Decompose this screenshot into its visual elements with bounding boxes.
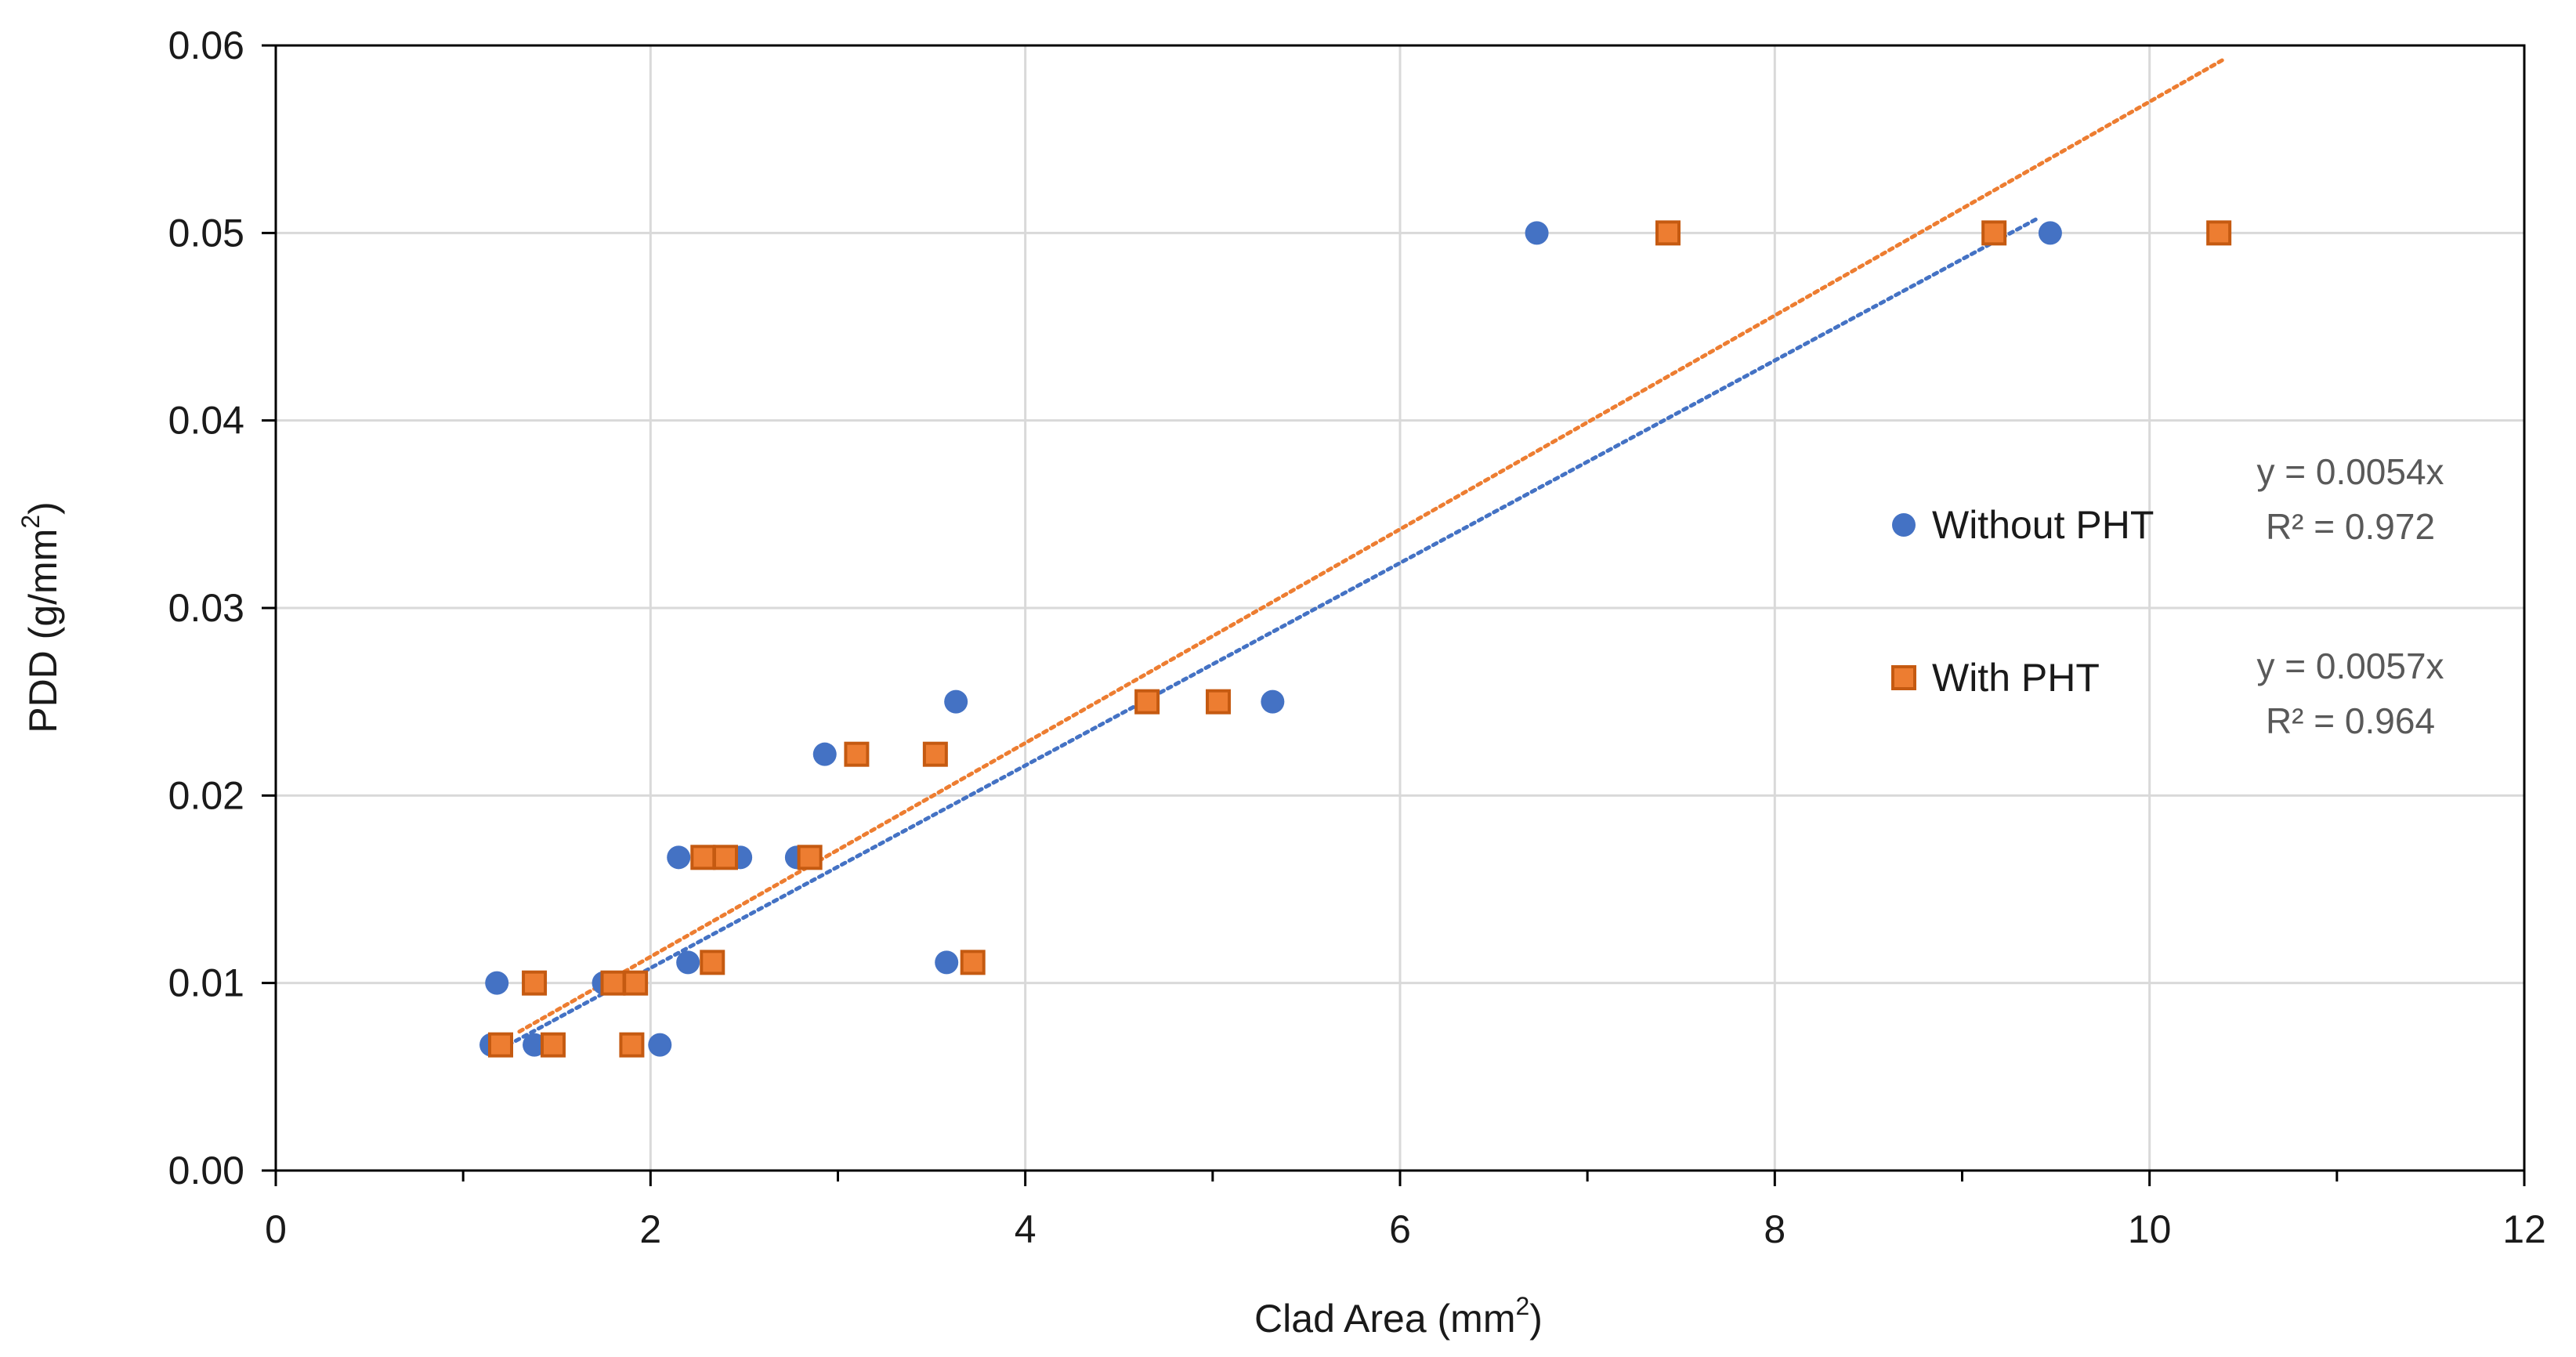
data-point-with-pht <box>690 845 716 870</box>
data-point-with-pht <box>922 741 948 767</box>
y-tick-label: 0.04 <box>168 399 244 443</box>
x-axis-title-suffix: ) <box>1529 1297 1543 1341</box>
data-point-with-pht <box>713 845 738 870</box>
legend-marker-without-pht <box>1892 513 1916 537</box>
x-tick-label: 2 <box>639 1207 661 1251</box>
data-point-with-pht <box>540 1032 566 1058</box>
trendline-r2-with-pht: R² = 0.964 <box>2266 700 2435 741</box>
data-point-with-pht <box>623 970 649 996</box>
trendline-without-pht <box>498 216 2039 1051</box>
data-point-with-pht <box>1134 689 1160 715</box>
trendlines <box>498 56 2227 1051</box>
x-tick-label: 6 <box>1389 1207 1411 1251</box>
y-axis-title-main: PDD (g/mm <box>21 529 65 733</box>
y-tick-label: 0.06 <box>168 24 244 67</box>
legend-label-with-pht: With PHT <box>1932 656 2100 700</box>
y-tick-label: 0.00 <box>168 1149 244 1192</box>
data-point-with-pht <box>700 950 725 975</box>
trendline-equation-with-pht: y = 0.0057x <box>2256 646 2444 686</box>
data-point-without-pht <box>523 1033 547 1057</box>
x-axis-title: Clad Area (mm2) <box>1254 1292 1543 1341</box>
x-tick-label: 4 <box>1015 1207 1037 1251</box>
data-points <box>479 220 2232 1058</box>
y-axis-title-suffix: ) <box>21 501 65 515</box>
x-axis-title-main: Clad Area (mm <box>1254 1297 1515 1341</box>
y-tick-label: 0.01 <box>168 961 244 1005</box>
trendline-equations: y = 0.0054x R² = 0.972 y = 0.0057x R² = 0.9… <box>2256 451 2444 741</box>
y-tick-label: 0.03 <box>168 586 244 630</box>
data-point-with-pht <box>1655 220 1681 246</box>
y-tick-label: 0.02 <box>168 773 244 817</box>
legend: Without PHT With PHT <box>1891 503 2154 700</box>
data-point-without-pht <box>1525 221 1549 245</box>
data-point-without-pht <box>935 950 959 975</box>
data-point-with-pht <box>1206 689 1232 715</box>
x-tick-label: 12 <box>2502 1207 2546 1251</box>
data-point-with-pht <box>1981 220 2007 246</box>
x-tick-label: 8 <box>1764 1207 1785 1251</box>
y-axis-title-superscript: 2 <box>16 515 45 529</box>
y-tick-label: 0.05 <box>168 211 244 255</box>
data-point-without-pht <box>676 950 700 975</box>
data-point-with-pht <box>844 741 870 767</box>
data-point-without-pht <box>944 689 968 714</box>
x-tick-label: 0 <box>265 1207 287 1251</box>
x-axis-title-superscript: 2 <box>1515 1292 1529 1320</box>
data-point-with-pht <box>522 970 548 996</box>
data-point-with-pht <box>960 950 986 975</box>
data-point-without-pht <box>485 971 509 995</box>
axes: 0 2 4 6 8 10 12 0.00 0.01 0.02 0.03 0.04 0.05 0.06 <box>168 24 2546 1251</box>
data-point-with-pht <box>619 1032 645 1058</box>
data-point-with-pht <box>600 970 626 996</box>
trendline-r2-without-pht: R² = 0.972 <box>2266 506 2435 547</box>
legend-marker-with-pht <box>1891 665 1916 690</box>
data-point-without-pht <box>1261 689 1285 714</box>
trendline-equation-without-pht: y = 0.0054x <box>2256 451 2444 492</box>
y-axis-title: PDD (g/mm2) <box>16 501 65 733</box>
data-point-without-pht <box>2038 221 2062 245</box>
x-tick-label: 10 <box>2128 1207 2172 1251</box>
data-point-without-pht <box>812 742 837 766</box>
data-point-without-pht <box>667 845 691 870</box>
gridlines <box>276 45 2524 1171</box>
data-point-with-pht <box>797 845 823 870</box>
data-point-with-pht <box>2206 220 2232 246</box>
plot-area-frame <box>274 44 2526 1172</box>
legend-label-without-pht: Without PHT <box>1932 503 2154 547</box>
data-point-without-pht <box>648 1033 672 1057</box>
data-point-with-pht <box>488 1032 513 1058</box>
